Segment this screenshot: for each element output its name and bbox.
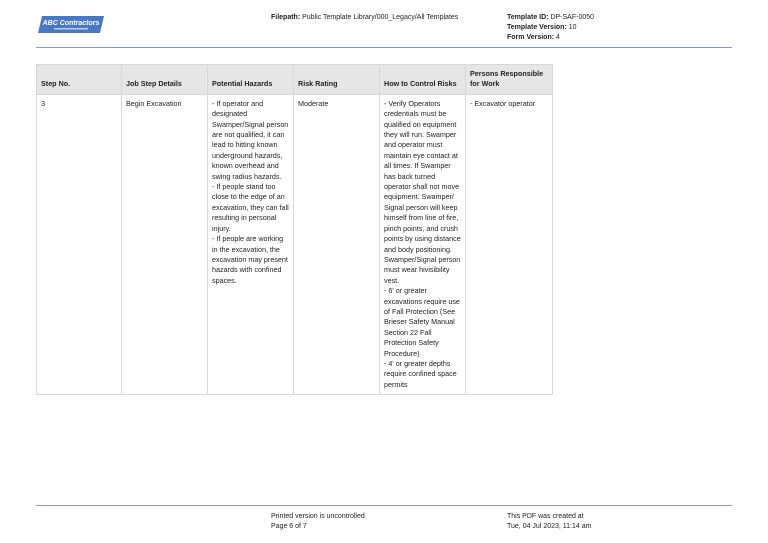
template-version-value: 10 — [568, 24, 577, 31]
filepath-value: Public Template Library/000_Legacy/All T… — [302, 14, 459, 21]
col-job-step-details: Job Step Details — [121, 64, 208, 95]
col-step-no: Step No. — [36, 64, 122, 95]
cell-details: Begin Excavation — [121, 93, 208, 396]
form-version-value: 4 — [556, 34, 560, 41]
created-label: This PDF was created at — [507, 513, 584, 520]
template-id-value: DP-SAF-0050 — [550, 14, 595, 21]
template-meta: Template ID: DP-SAF-0050 Template Versio… — [507, 13, 594, 43]
cell-step: 3 — [36, 93, 122, 396]
table-header-row: Step No. Job Step Details Potential Haza… — [36, 64, 553, 95]
template-version-label: Template Version: — [507, 24, 567, 31]
form-version-label: Form Version: — [507, 34, 555, 41]
footer-right: This PDF was created at Tue, 04 Jul 2023… — [507, 512, 591, 532]
col-how-to-control-risks: How to Control Risks — [379, 64, 466, 95]
header-divider — [36, 47, 732, 48]
col-persons-responsible: Persons Responsible for Work — [465, 64, 553, 95]
page-number: Page 6 of 7 — [271, 523, 307, 530]
footer-left: Printed version is uncontrolled Page 6 o… — [271, 512, 365, 532]
cell-risk: Moderate — [293, 93, 380, 396]
table-row: 3 Begin Excavation - If operator and des… — [36, 93, 553, 396]
uncontrolled-note: Printed version is uncontrolled — [271, 513, 365, 520]
col-risk-rating: Risk Rating — [293, 64, 380, 95]
created-at: Tue, 04 Jul 2023, 11:14 am — [507, 523, 592, 530]
filepath: Filepath: Public Template Library/000_Le… — [271, 13, 458, 23]
template-id-label: Template ID: — [507, 14, 549, 21]
risk-assessment-table: Step No. Job Step Details Potential Haza… — [36, 64, 553, 396]
company-logo: ABC Contractors — [38, 16, 104, 33]
cell-hazards: - If operator and designated Swamper/Sig… — [207, 93, 294, 396]
col-potential-hazards: Potential Hazards — [207, 64, 294, 95]
cell-persons: - Excavator operator — [465, 93, 553, 396]
cell-controls: - Verify Operators credentials must be q… — [379, 93, 466, 396]
logo-text: ABC Contractors — [42, 20, 100, 27]
filepath-label: Filepath: — [271, 14, 301, 21]
footer-divider — [36, 505, 732, 506]
